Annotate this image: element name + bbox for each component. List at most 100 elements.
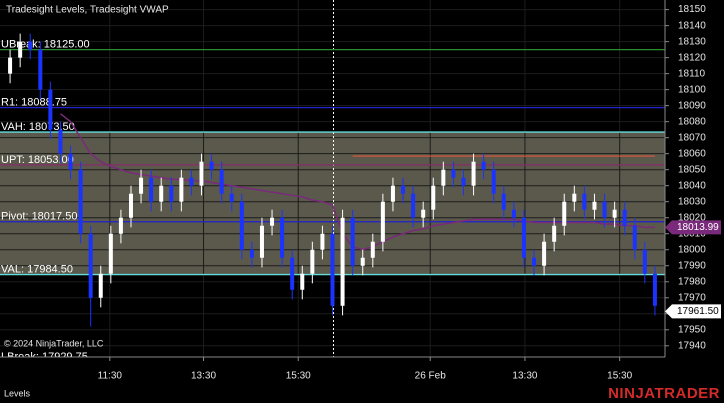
candle-body [652,273,657,306]
y-tick-label: 17940 [678,340,706,351]
candle-body [632,225,637,250]
chart-title: Tradesight Levels, Tradesight VWAP [6,5,169,16]
y-tick-label: 18000 [678,244,706,255]
candle-body [340,217,345,306]
candle-body [58,129,63,154]
candle-body [582,193,587,210]
candle-body [481,161,486,170]
plot-area: UBreak: 18125.00 R1: 18088.75 VAH: 18073.5… [0,0,665,363]
candle-body [179,177,184,202]
candle-body [18,41,23,58]
candle-body [310,249,315,274]
panel-label: Levels [4,388,31,398]
level-label: R1: 18088.75 [1,97,67,109]
candle-body [521,217,526,258]
candle-body [622,209,627,226]
y-tick-label: 18040 [678,180,706,191]
candle-body [189,177,194,186]
level-label: VAH: 18073.50 [1,121,75,133]
level-label: Pivot: 18017.50 [1,211,77,223]
vwap-line [59,113,655,251]
candle-body [169,185,174,202]
brand-logo: NINJATRADER [608,385,720,402]
candle-body [270,217,275,226]
x-tick-label: 15:30 [286,371,311,382]
x-tick-label: 13:30 [191,371,216,382]
level-label: LBreak: 17929.75 [1,351,88,363]
copyright: © 2024 NinjaTrader, LLC [4,338,104,348]
candle-body [118,217,123,234]
candle-body [28,41,33,50]
candle-body [209,161,214,170]
price-tag-label: 18013.99 [677,222,719,233]
y-tick-label: 18110 [678,68,706,79]
candle-body [360,257,365,266]
y-tick-label: 17970 [678,292,706,303]
candle-body [139,177,144,194]
candle-body [78,169,83,234]
level-label: UBreak: 18125.00 [1,39,90,51]
candle-body [98,273,103,298]
y-tick-label: 18060 [678,148,706,159]
level-label: VAL: 17984.50 [1,263,73,275]
candle-body [239,201,244,250]
candle-body [542,241,547,266]
y-tick-label: 18100 [678,84,706,95]
candle-body [501,193,506,210]
candle-body [38,49,43,90]
candle-body [602,201,607,218]
candle-body [572,193,577,202]
candle-body [259,225,264,258]
y-tick-label: 18080 [678,116,706,127]
candle-body [68,153,73,170]
candle-body [300,273,305,290]
y-tick-label: 18150 [678,4,706,15]
candle-body [280,217,285,258]
y-tick-label: 17990 [678,260,706,271]
candle-body [401,185,406,194]
candle-body [612,209,617,218]
price-tag [665,304,721,319]
candle-body [149,177,154,202]
y-tick-label: 18070 [678,132,706,143]
y-tick-label: 17980 [678,276,706,287]
price-tag [665,220,721,235]
y-tick-label: 17950 [678,324,706,335]
y-tick-label: 18130 [678,36,706,47]
x-tick-label: 26 Feb [415,371,447,382]
candle-body [88,233,93,298]
candle-body [199,161,204,186]
candle-body [431,185,436,210]
y-tick-label: 18140 [678,20,706,31]
candle-body [48,89,53,130]
candle-body [390,185,395,202]
candle-body [159,185,164,202]
price-tag-label: 17961.50 [677,306,719,317]
candle-body [471,161,476,186]
candle-body [108,233,113,274]
candle-body [552,225,557,242]
candle-body [229,193,234,202]
candle-body [592,201,597,210]
candle-body [320,233,325,250]
candle-body [8,57,13,74]
candle-body [411,193,416,218]
candle-body [330,233,335,306]
candle-body [511,209,516,218]
y-tick-label: 18030 [678,196,706,207]
candle-body [380,201,385,242]
candle-body [532,257,537,266]
candle-body [441,169,446,186]
candle-body [290,257,295,290]
candle-body [562,201,567,226]
y-tick-label: 18090 [678,100,706,111]
x-tick-label: 11:30 [98,371,123,382]
candle-body [128,193,133,218]
candle-body [350,217,355,266]
candle-body [421,209,426,218]
candle-body [451,169,456,178]
y-tick-label: 18120 [678,52,706,63]
candle-body [249,249,254,258]
y-tick-label: 18050 [678,164,706,175]
